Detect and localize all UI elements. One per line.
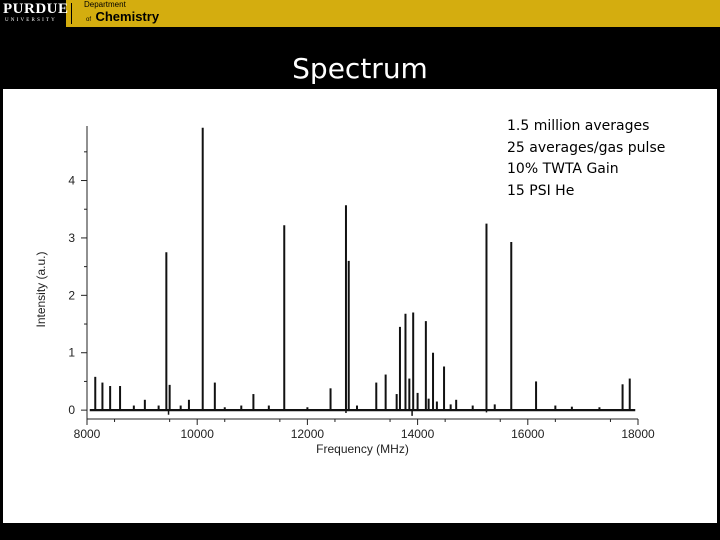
header-bar: PURDUE UNIVERSITY Department of Chemistr… [0, 0, 720, 27]
note-line: 15 PSI He [507, 182, 575, 199]
y-tick-label: 4 [68, 174, 75, 188]
x-axis-title: Frequency (MHz) [316, 442, 409, 456]
x-tick-label: 8000 [74, 427, 101, 441]
x-tick-label: 18000 [621, 427, 655, 441]
chart-axes [81, 126, 639, 425]
logo-word: PURDUE [3, 1, 69, 17]
y-tick-label: 3 [68, 231, 75, 245]
y-tick-label: 2 [68, 288, 75, 302]
department-logo: Department of Chemistry [84, 1, 159, 25]
x-tick-label: 12000 [291, 427, 325, 441]
dept-line1: Department [84, 0, 126, 9]
note-line: 25 averages/gas pulse [507, 139, 666, 156]
experiment-notes: 1.5 million averages 25 averages/gas pul… [507, 116, 665, 202]
y-axis-title: Intensity (a.u.) [34, 251, 48, 327]
slide-content: 8000 10000 12000 14000 16000 18000 0 1 2 3 4 Freque… [3, 89, 717, 523]
note-line: 10% TWTA Gain [507, 161, 619, 177]
dept-line3: Chemistry [95, 9, 160, 24]
chart-series [89, 127, 636, 416]
chart-labels: 8000 10000 12000 14000 16000 18000 0 1 2 3 4 Freque… [34, 174, 655, 456]
x-tick-label: 16000 [511, 427, 545, 441]
title-bar [0, 27, 720, 89]
slide-title: Spectrum [292, 52, 428, 85]
note-line: 1.5 million averages [507, 118, 650, 134]
spectrum-chart: 8000 10000 12000 14000 16000 18000 0 1 2 3 4 Freque… [34, 126, 655, 456]
x-tick-label: 10000 [181, 427, 215, 441]
y-tick-label: 0 [68, 403, 75, 417]
x-tick-label: 14000 [401, 427, 435, 441]
logo-subtitle: UNIVERSITY [5, 18, 57, 23]
purdue-logo: PURDUE UNIVERSITY [0, 0, 69, 27]
logo-divider [71, 3, 72, 24]
y-tick-label: 1 [68, 346, 75, 360]
dept-line2: of [86, 17, 92, 23]
